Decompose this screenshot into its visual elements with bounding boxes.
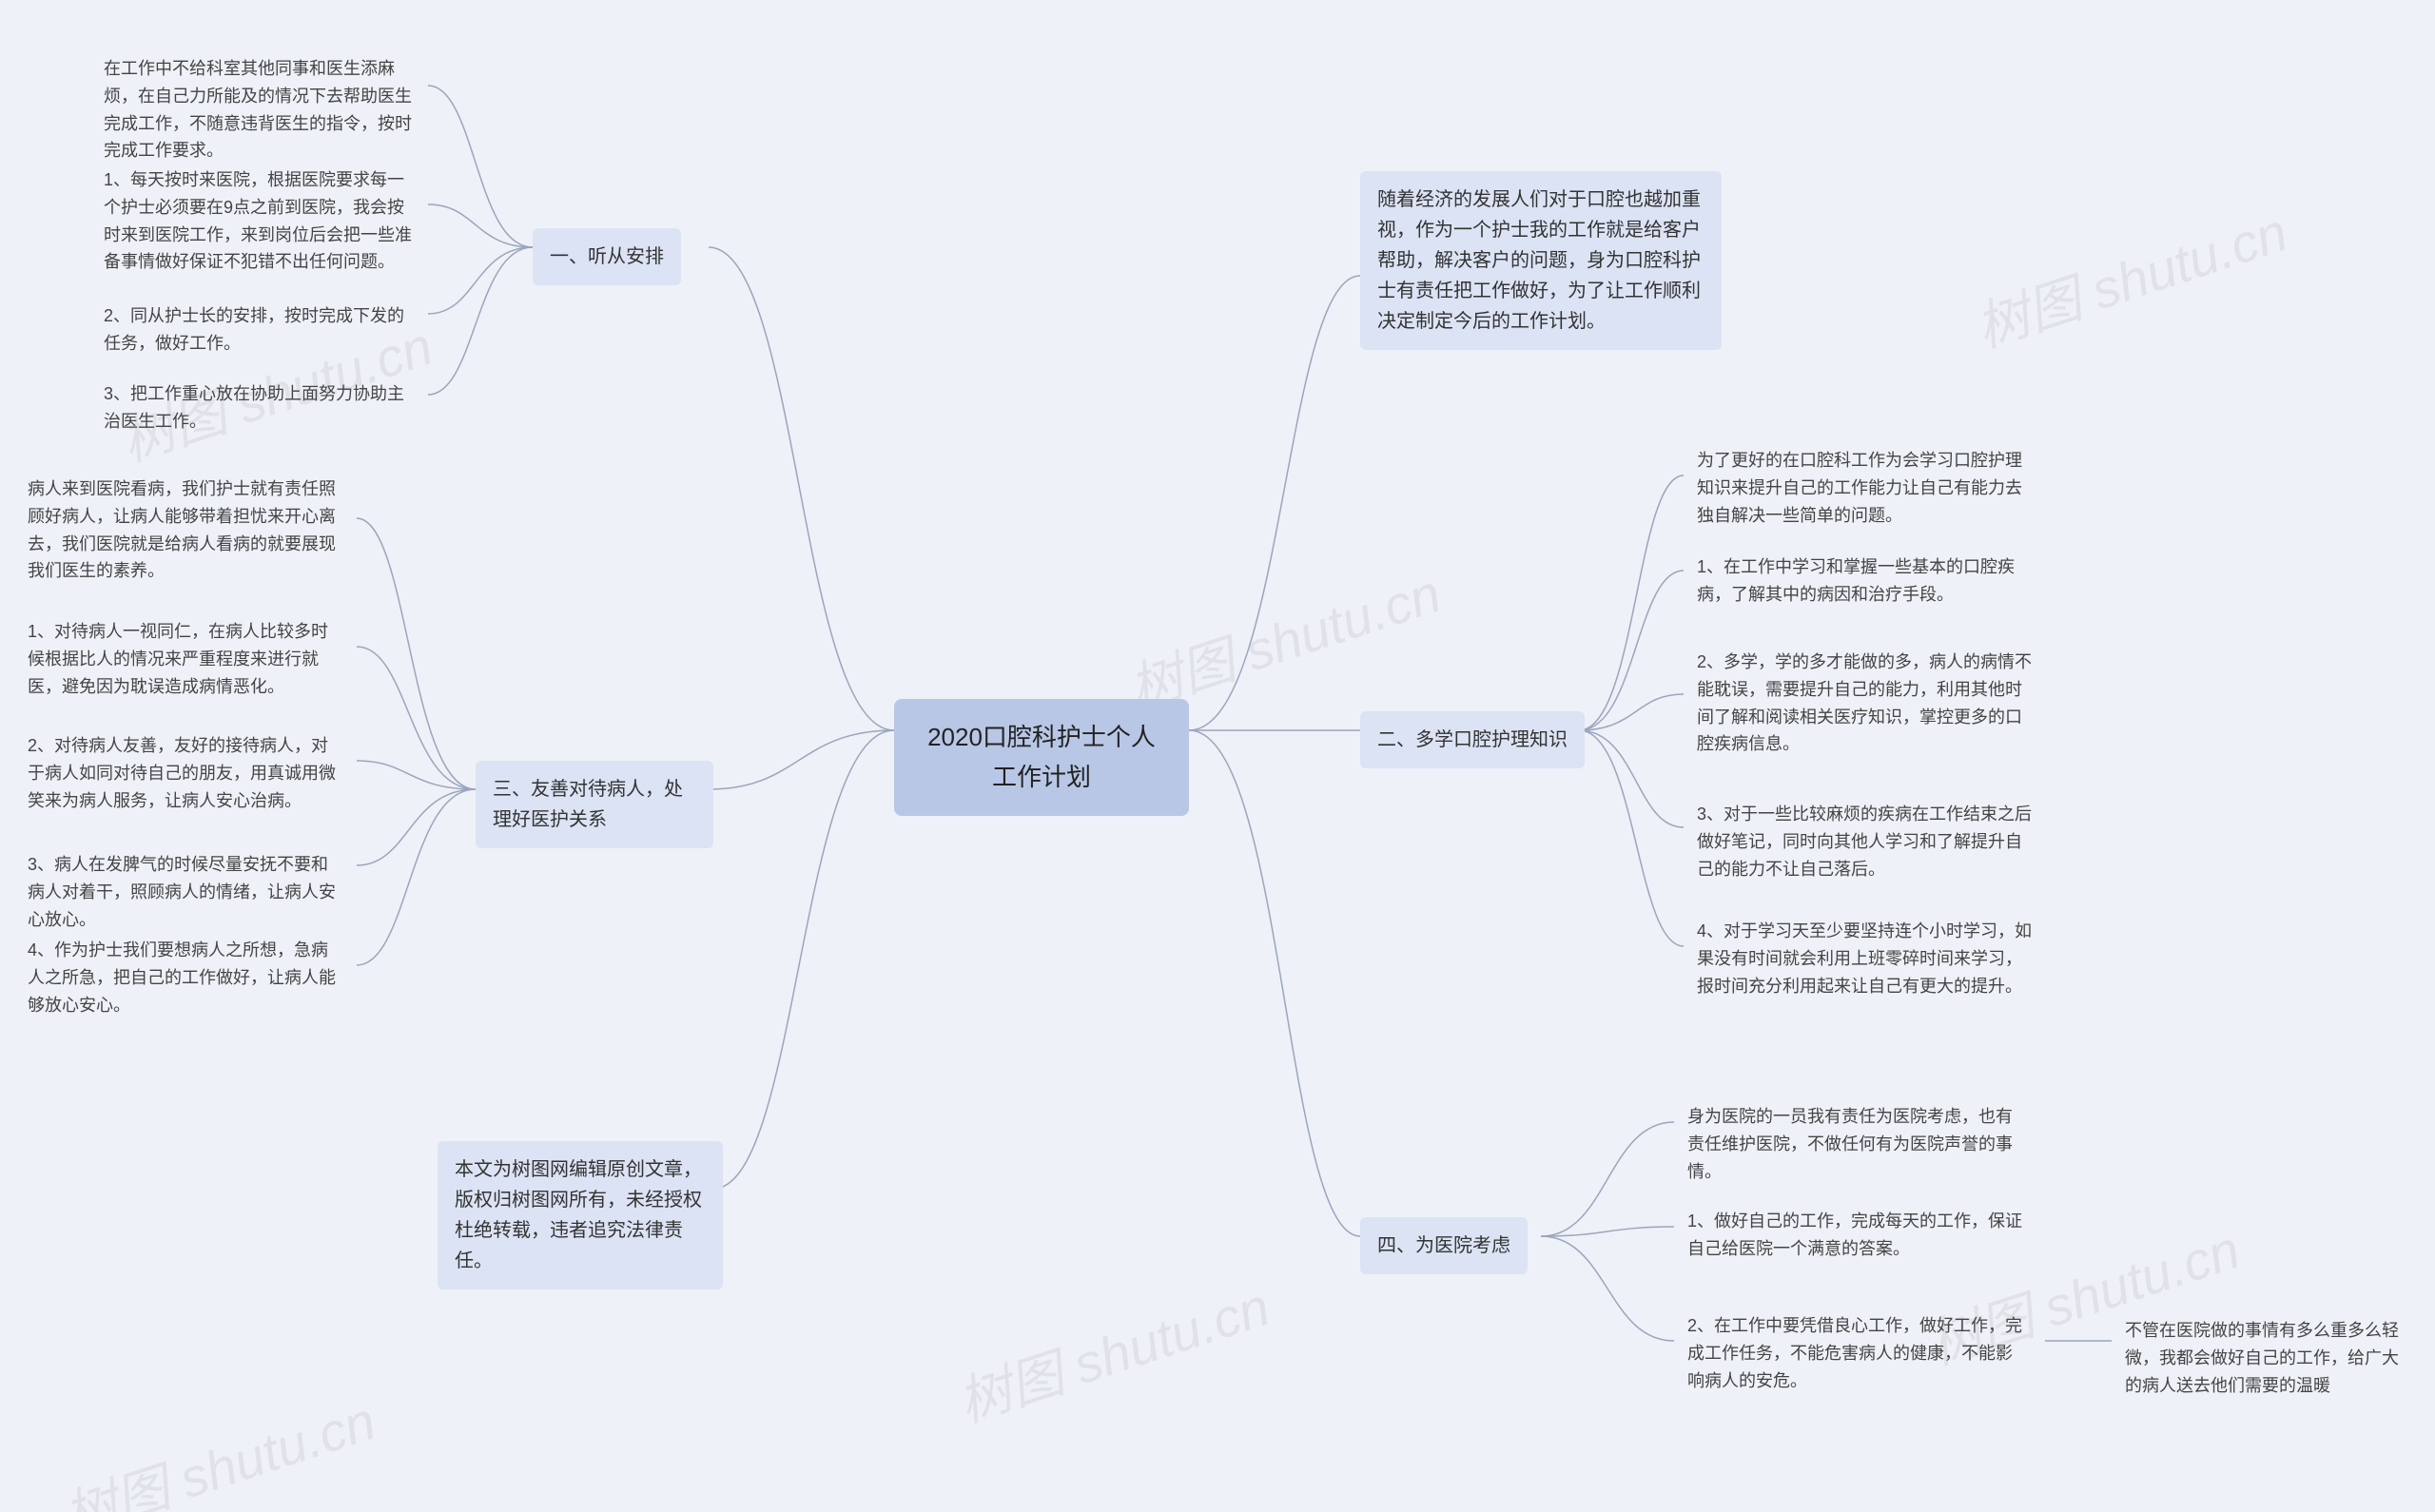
right-intro: 随着经济的发展人们对于口腔也越加重视，作为一个护士我的工作就是给客户帮助，解决客… xyxy=(1360,171,1722,350)
branch1-intro: 在工作中不给科室其他同事和医生添麻烦，在自己力所能及的情况下去帮助医生完成工作，… xyxy=(90,46,433,174)
branch4-title: 四、为医院考虑 xyxy=(1360,1217,1528,1274)
branch3-intro: 病人来到医院看病，我们护士就有责任照顾好病人，让病人能够带着担忧来开心离去，我们… xyxy=(14,466,357,594)
branch3-item: 1、对待病人一视同仁，在病人比较多时候根据比人的情况来严重程度来进行就医，避免因… xyxy=(14,609,357,709)
watermark: 树图 shutu.cn xyxy=(53,1379,384,1512)
branch3-item: 4、作为护士我们要想病人之所想，急病人之所急，把自己的工作做好，让病人能够放心安… xyxy=(14,927,357,1028)
branch1-item: 1、每天按时来医院，根据医院要求每一个护士必须要在9点之前到医院，我会按时来到医… xyxy=(90,157,433,285)
branch3-item: 2、对待病人友善，友好的接待病人，对于病人如同对待自己的朋友，用真诚用微笑来为病… xyxy=(14,723,357,824)
branch2-intro: 为了更好的在口腔科工作为会学习口腔护理知识来提升自己的工作能力让自己有能力去独自… xyxy=(1684,437,2045,538)
branch4-item: 1、做好自己的工作，完成每天的工作，保证自己给医院一个满意的答案。 xyxy=(1674,1198,2036,1272)
watermark: 树图 shutu.cn xyxy=(1965,190,2296,363)
branch1-title: 一、听从安排 xyxy=(533,228,681,285)
branch2-item: 1、在工作中学习和掌握一些基本的口腔疾病，了解其中的病因和治疗手段。 xyxy=(1684,544,2045,618)
branch2-item: 4、对于学习天至少要坚持连个小时学习，如果没有时间就会利用上班零碎时间来学习，报… xyxy=(1684,908,2045,1009)
branch3-title: 三、友善对待病人，处理好医护关系 xyxy=(476,761,713,848)
branch2-title: 二、多学口腔护理知识 xyxy=(1360,711,1585,768)
branch1-item: 2、同从护士长的安排，按时完成下发的任务，做好工作。 xyxy=(90,293,433,367)
branch4-tail: 不管在医院做的事情有多么重多么轻微，我都会做好自己的工作，给广大的病人送去他们需… xyxy=(2112,1308,2425,1408)
branch2-item: 3、对于一些比较麻烦的疾病在工作结束之后做好笔记，同时向其他人学习和了解提升自己… xyxy=(1684,791,2045,892)
branch4-item: 2、在工作中要凭借良心工作，做好工作，完成工作任务，不能危害病人的健康，不能影响… xyxy=(1674,1303,2036,1404)
branch4-intro: 身为医院的一员我有责任为医院考虑，也有责任维护医院，不做任何有为医院声誉的事情。 xyxy=(1674,1094,2036,1194)
branch2-item: 2、多学，学的多才能做的多，病人的病情不能耽误，需要提升自己的能力，利用其他时间… xyxy=(1684,639,2045,767)
watermark: 树图 shutu.cn xyxy=(947,1265,1278,1438)
copyright-note: 本文为树图网编辑原创文章，版权归树图网所有，未经授权杜绝转载，违者追究法律责任。 xyxy=(438,1141,723,1289)
center-node: 2020口腔科护士个人工作计划 xyxy=(894,699,1189,816)
branch1-item: 3、把工作重心放在协助上面努力协助主治医生工作。 xyxy=(90,371,433,445)
